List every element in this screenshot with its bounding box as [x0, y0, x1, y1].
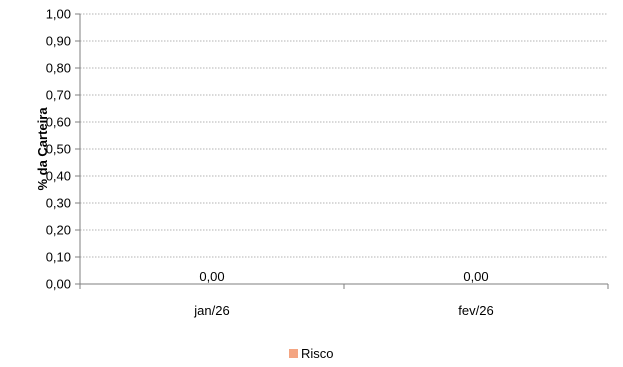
y-tick-label: 0,70: [46, 88, 71, 103]
x-axis-ticks: jan/26 fev/26: [79, 284, 609, 318]
x-tick-label: jan/26: [193, 303, 229, 318]
y-tick-label: 0,80: [46, 61, 71, 76]
y-tick-label: 0,60: [46, 115, 71, 130]
y-tick-label: 0,50: [46, 142, 71, 157]
y-axis-ticks: 0,00 0,10 0,20 0,30 0,40 0,50 0,60 0,70 0,80 0,90…: [46, 7, 80, 292]
legend: Risco: [289, 346, 334, 361]
data-label: 0,00: [199, 269, 224, 284]
legend-swatch-risco: [289, 349, 298, 358]
y-tick-label: 1,00: [46, 7, 71, 22]
x-tick-label: fev/26: [458, 303, 493, 318]
y-tick-label: 0,90: [46, 34, 71, 49]
y-axis-title: % da Carteira: [35, 107, 50, 191]
data-labels: 0,00 0,00: [199, 269, 488, 284]
y-tick-label: 0,40: [46, 169, 71, 184]
data-label: 0,00: [463, 269, 488, 284]
legend-label-risco: Risco: [301, 346, 334, 361]
y-tick-label: 0,10: [46, 250, 71, 265]
y-tick-label: 0,20: [46, 223, 71, 238]
y-tick-label: 0,00: [46, 277, 71, 292]
y-tick-label: 0,30: [46, 196, 71, 211]
gridlines: [80, 13, 608, 258]
